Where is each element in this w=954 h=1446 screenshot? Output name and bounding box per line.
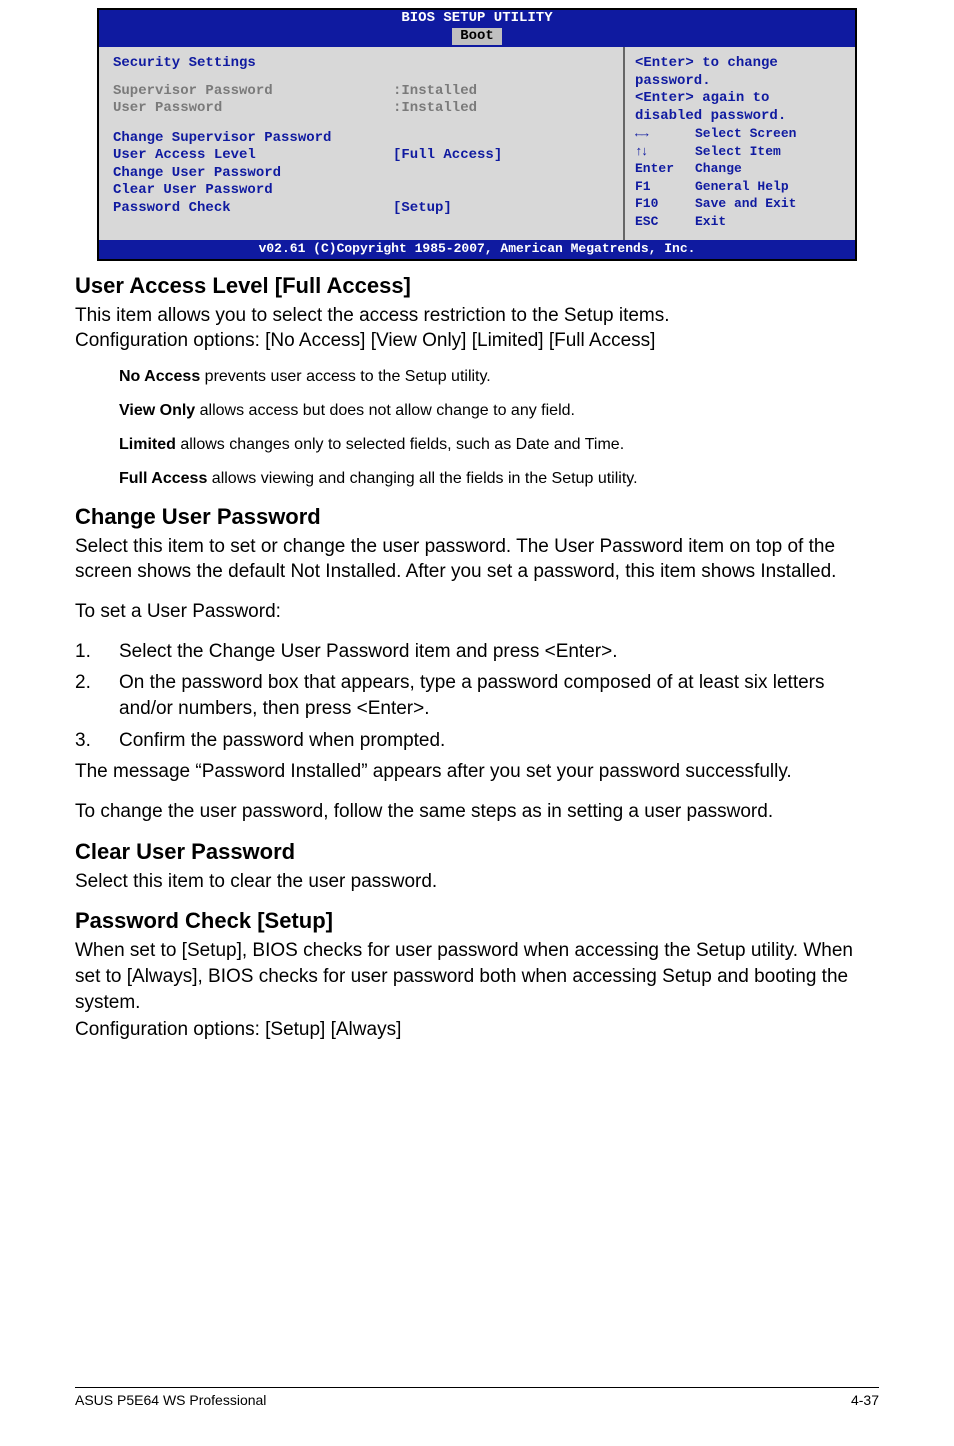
paragraph: Limited allows changes only to selected …: [119, 436, 864, 454]
help-line: disabled password.: [635, 108, 845, 126]
paragraph: The message “Password Installed” appears…: [75, 759, 864, 785]
help-text: <Enter> to change password. <Enter> agai…: [635, 55, 845, 125]
key-name: ESC: [635, 213, 695, 231]
footer-page-number: 4-37: [851, 1392, 879, 1408]
arrows-ud-icon: [635, 143, 695, 161]
arrows-lr-icon: [635, 125, 695, 143]
tab-boot[interactable]: Boot: [452, 28, 502, 46]
key-name: F10: [635, 195, 695, 213]
option-desc: allows access but does not allow change …: [195, 402, 575, 419]
option-descriptions: No Access prevents user access to the Se…: [119, 368, 864, 488]
page-footer: ASUS P5E64 WS Professional 4-37: [75, 1387, 879, 1408]
supervisor-password-row: Supervisor Password :Installed: [113, 83, 609, 101]
list-item: On the password box that appears, type a…: [75, 670, 864, 721]
key-name: Enter: [635, 160, 695, 178]
paragraph: To set a User Password:: [75, 599, 864, 625]
paragraph: View Only allows access but does not all…: [119, 402, 864, 420]
bios-tabbar: Boot: [99, 28, 855, 46]
help-line: <Enter> again to: [635, 90, 845, 108]
key-label: General Help: [695, 178, 789, 196]
option-desc: prevents user access to the Setup utilit…: [200, 368, 491, 385]
user-access-level-label: User Access Level: [113, 147, 393, 165]
text: This item allows you to select the acces…: [75, 305, 670, 326]
bios-left-pane: Security Settings Supervisor Password :I…: [99, 47, 625, 240]
section-heading: Security Settings: [113, 55, 609, 73]
key-name: F1: [635, 178, 695, 196]
bios-header: BIOS SETUP UTILITY Boot: [99, 10, 855, 47]
password-check-value: [Setup]: [393, 200, 452, 218]
text: Configuration options: [No Access] [View…: [75, 330, 655, 351]
list-item: Confirm the password when prompted.: [75, 728, 864, 754]
paragraph: Configuration options: [Setup] [Always]: [75, 1017, 864, 1043]
key-label: Select Item: [695, 143, 781, 161]
heading-password-check: Password Check [Setup]: [75, 908, 864, 934]
heading-user-access-level: User Access Level [Full Access]: [75, 273, 864, 299]
heading-change-user-password: Change User Password: [75, 504, 864, 530]
help-line: <Enter> to change: [635, 55, 845, 73]
footer-product: ASUS P5E64 WS Professional: [75, 1392, 266, 1408]
bios-title: BIOS SETUP UTILITY: [99, 10, 855, 28]
paragraph: No Access prevents user access to the Se…: [119, 368, 864, 386]
paragraph: To change the user password, follow the …: [75, 799, 864, 825]
bios-footer: v02.61 (C)Copyright 1985-2007, American …: [99, 240, 855, 258]
paragraph: Select this item to set or change the us…: [75, 534, 864, 585]
key-label: Exit: [695, 213, 726, 231]
document-body: User Access Level [Full Access] This ite…: [0, 273, 954, 1043]
password-check-item[interactable]: Password Check [Setup]: [113, 200, 609, 218]
key-label: Change: [695, 160, 742, 178]
user-password-row: User Password :Installed: [113, 100, 609, 118]
clear-user-password-item[interactable]: Clear User Password: [113, 182, 609, 200]
heading-clear-user-password: Clear User Password: [75, 839, 864, 865]
list-item: Select the Change User Password item and…: [75, 639, 864, 665]
option-desc: allows viewing and changing all the fiel…: [207, 470, 637, 487]
option-name: Limited: [119, 436, 176, 453]
option-name: No Access: [119, 368, 200, 385]
bios-right-pane: <Enter> to change password. <Enter> agai…: [625, 47, 855, 240]
user-access-level-value: [Full Access]: [393, 147, 502, 165]
user-password-label: User Password: [113, 100, 393, 118]
option-name: View Only: [119, 402, 195, 419]
key-legend: Select Screen Select Item EnterChange F1…: [635, 125, 845, 230]
supervisor-password-value: :Installed: [393, 83, 477, 101]
paragraph: This item allows you to select the acces…: [75, 303, 864, 354]
option-name: Full Access: [119, 470, 207, 487]
key-label: Select Screen: [695, 125, 796, 143]
steps-list: Select the Change User Password item and…: [75, 639, 864, 754]
paragraph: Select this item to clear the user passw…: [75, 869, 864, 895]
change-user-password-item[interactable]: Change User Password: [113, 165, 609, 183]
user-password-value: :Installed: [393, 100, 477, 118]
help-line: password.: [635, 73, 845, 91]
paragraph: When set to [Setup], BIOS checks for use…: [75, 938, 864, 1015]
change-supervisor-password-item[interactable]: Change Supervisor Password: [113, 130, 609, 148]
key-label: Save and Exit: [695, 195, 796, 213]
supervisor-password-label: Supervisor Password: [113, 83, 393, 101]
password-check-label: Password Check: [113, 200, 393, 218]
user-access-level-item[interactable]: User Access Level [Full Access]: [113, 147, 609, 165]
bios-screenshot: BIOS SETUP UTILITY Boot Security Setting…: [97, 8, 857, 261]
paragraph: Full Access allows viewing and changing …: [119, 470, 864, 488]
option-desc: allows changes only to selected fields, …: [176, 436, 624, 453]
